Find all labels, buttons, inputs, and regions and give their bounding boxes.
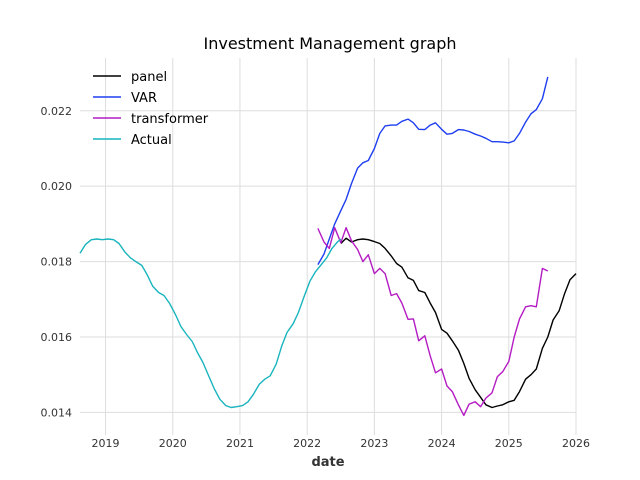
x-tick-label: 2024 — [428, 437, 456, 450]
x-axis-label: date — [311, 455, 344, 470]
y-tick-label: 0.022 — [41, 105, 73, 118]
y-axis-ticks: 0.014 0.016 0.018 0.020 0.022 — [41, 105, 73, 420]
x-tick-label: 2021 — [226, 437, 254, 450]
legend-label-actual: Actual — [131, 133, 172, 148]
x-tick-label: 2020 — [159, 437, 187, 450]
x-tick-label: 2022 — [293, 437, 321, 450]
y-tick-label: 0.018 — [41, 256, 73, 269]
series-line-panel — [340, 237, 577, 409]
series-line-var — [317, 76, 549, 265]
series-line-transformer — [317, 227, 549, 417]
x-axis-ticks: 2019 2020 2021 2022 2023 2024 2025 2026 — [92, 437, 590, 450]
legend-label-panel: panel — [131, 70, 167, 85]
chart-title: Investment Management graph — [203, 34, 456, 53]
y-tick-label: 0.016 — [41, 331, 73, 344]
x-tick-label: 2025 — [495, 437, 523, 450]
legend-label-var: VAR — [131, 91, 157, 106]
legend: panel VAR transformer Actual — [93, 70, 209, 148]
series-lines — [79, 76, 577, 417]
y-tick-label: 0.020 — [41, 180, 73, 193]
x-tick-label: 2019 — [92, 437, 120, 450]
y-tick-label: 0.014 — [41, 406, 73, 419]
x-tick-label: 2023 — [360, 437, 388, 450]
grid — [80, 58, 577, 435]
series-line-actual — [79, 238, 342, 409]
legend-label-transformer: transformer — [131, 112, 209, 127]
x-tick-label: 2026 — [562, 437, 590, 450]
